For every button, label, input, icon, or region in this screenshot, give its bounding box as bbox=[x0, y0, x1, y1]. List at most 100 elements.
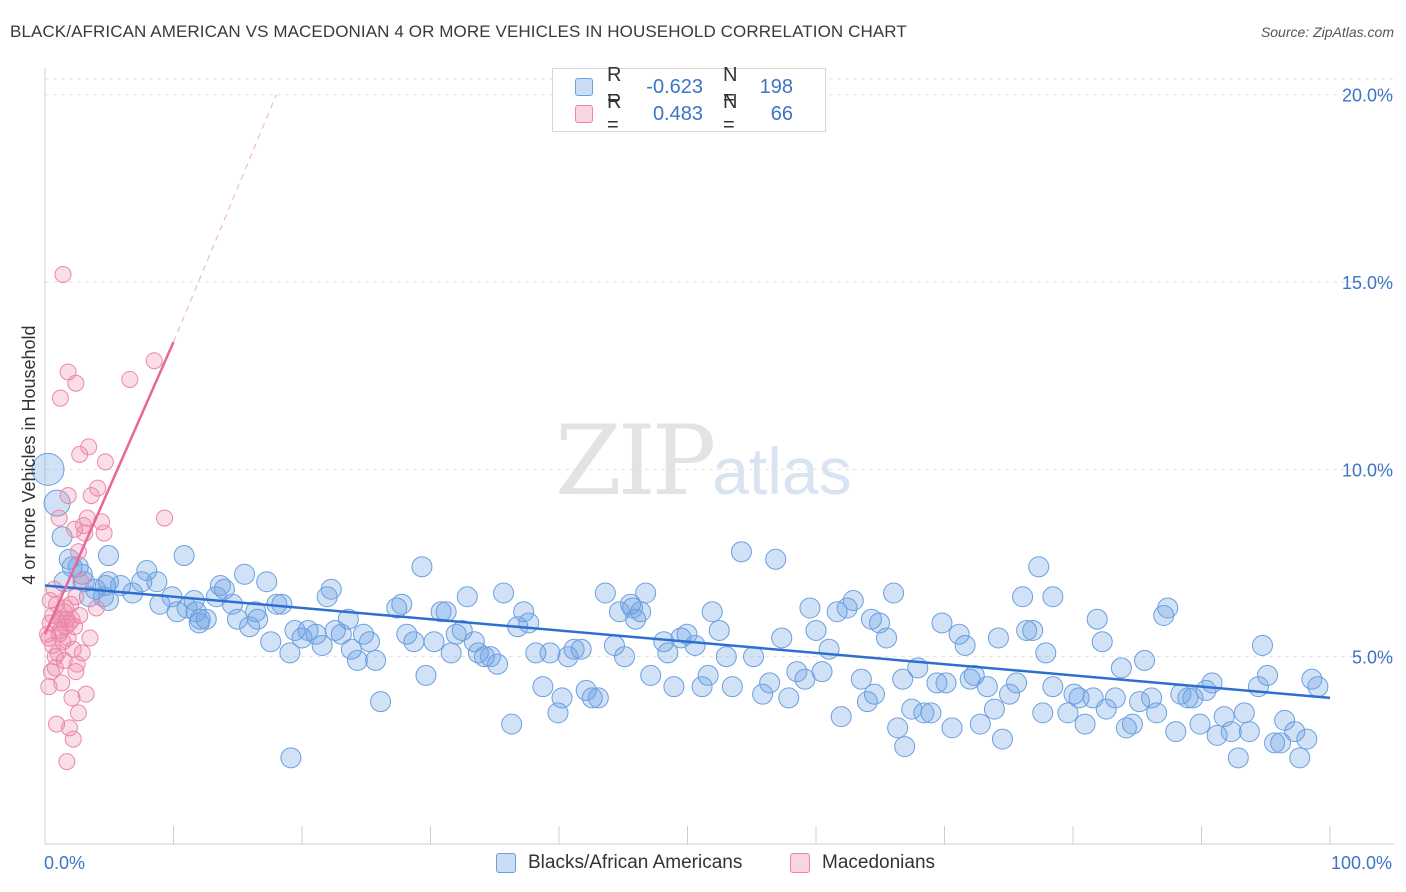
data-point-blacks bbox=[1104, 687, 1126, 709]
data-point-blacks bbox=[451, 619, 473, 641]
data-point-macedonians bbox=[95, 524, 113, 542]
bottom-legend-swatch-pink bbox=[790, 853, 810, 873]
data-point-blacks bbox=[346, 649, 368, 671]
data-point-blacks bbox=[991, 728, 1013, 750]
data-point-blacks bbox=[430, 601, 452, 623]
data-point-blacks bbox=[365, 649, 387, 671]
data-point-macedonians bbox=[48, 715, 66, 733]
data-point-blacks bbox=[594, 582, 616, 604]
data-point-blacks bbox=[1284, 721, 1306, 743]
data-point-blacks bbox=[456, 586, 478, 608]
data-point-blacks bbox=[954, 634, 976, 656]
data-point-blacks bbox=[1091, 631, 1113, 653]
data-point-blacks bbox=[721, 676, 743, 698]
legend-r-label: R = bbox=[607, 91, 622, 136]
legend-n-value: 66 bbox=[770, 102, 793, 125]
trend-line-blacks bbox=[44, 584, 1331, 700]
data-point-blacks bbox=[1220, 721, 1242, 743]
y-tick-label: 10.0% bbox=[1342, 460, 1393, 480]
series-macedonians-points bbox=[39, 266, 174, 771]
data-point-blacks bbox=[752, 683, 774, 705]
legend-r-value: -0.623 bbox=[646, 75, 703, 98]
data-point-blacks bbox=[487, 653, 509, 675]
data-point-blacks bbox=[676, 623, 698, 645]
data-point-blacks bbox=[1157, 597, 1179, 619]
data-point-blacks bbox=[614, 646, 636, 668]
data-point-macedonians bbox=[53, 674, 71, 692]
watermark: ZIPatlas bbox=[555, 405, 852, 517]
data-point-blacks bbox=[501, 713, 523, 735]
data-point-blacks bbox=[1057, 702, 1079, 724]
data-point-blacks bbox=[1042, 586, 1064, 608]
data-point-blacks bbox=[657, 642, 679, 664]
data-point-blacks bbox=[1032, 702, 1054, 724]
data-point-blacks bbox=[1165, 721, 1187, 743]
data-point-blacks bbox=[913, 702, 935, 724]
data-point-blacks bbox=[1270, 732, 1292, 754]
data-point-blacks bbox=[391, 593, 413, 615]
data-point-blacks bbox=[818, 638, 840, 660]
y-axis-label: 4 or more Vehicles in Household bbox=[19, 325, 39, 584]
source-label: Source: ZipAtlas.com bbox=[1260, 24, 1394, 40]
watermark-zip: ZIP bbox=[555, 405, 716, 517]
data-point-macedonians bbox=[96, 453, 114, 471]
data-point-blacks bbox=[830, 706, 852, 728]
series-blacks-points bbox=[31, 452, 1329, 769]
data-point-blacks bbox=[256, 571, 278, 593]
data-point-blacks bbox=[1201, 672, 1223, 694]
data-point-blacks bbox=[1086, 608, 1108, 630]
data-point-blacks bbox=[440, 642, 462, 664]
data-point-macedonians bbox=[51, 389, 69, 407]
data-point-blacks bbox=[1110, 657, 1132, 679]
data-point-blacks bbox=[260, 631, 282, 653]
data-point-blacks bbox=[173, 545, 195, 567]
data-point-blacks bbox=[976, 676, 998, 698]
bottom-legend-label-blacks: Blacks/African Americans bbox=[528, 852, 743, 873]
trend-line-macedonians bbox=[43, 341, 175, 635]
data-point-blacks bbox=[423, 631, 445, 653]
data-point-blacks bbox=[969, 713, 991, 735]
data-point-blacks bbox=[445, 623, 467, 645]
bottom-legend-blacks: Blacks/African Americans bbox=[496, 852, 742, 874]
data-point-macedonians bbox=[40, 629, 58, 647]
data-point-blacks bbox=[697, 664, 719, 686]
data-point-blacks bbox=[532, 676, 554, 698]
data-point-macedonians bbox=[59, 487, 77, 505]
data-point-macedonians bbox=[121, 370, 139, 388]
data-point-blacks bbox=[684, 634, 706, 656]
data-point-blacks bbox=[340, 638, 362, 660]
trend-line-macedonians-extension bbox=[172, 94, 277, 343]
data-point-macedonians bbox=[46, 648, 64, 666]
data-point-macedonians bbox=[66, 520, 84, 538]
data-point-blacks bbox=[1307, 676, 1329, 698]
data-point-blacks bbox=[1006, 672, 1028, 694]
data-point-blacks bbox=[1238, 721, 1260, 743]
y-tick-label: 20.0% bbox=[1342, 86, 1393, 106]
data-point-blacks bbox=[370, 691, 392, 713]
data-point-blacks bbox=[359, 631, 381, 653]
data-point-macedonians bbox=[77, 685, 95, 703]
data-point-blacks bbox=[97, 545, 119, 567]
data-point-macedonians bbox=[64, 730, 82, 748]
data-point-blacks bbox=[670, 627, 692, 649]
data-point-blacks bbox=[931, 612, 953, 634]
data-point-blacks bbox=[539, 642, 561, 664]
data-point-macedonians bbox=[156, 509, 174, 527]
legend-r-label: R = bbox=[607, 64, 622, 109]
data-point-blacks bbox=[563, 638, 585, 660]
data-point-blacks bbox=[635, 582, 657, 604]
bottom-legend-swatch-blue bbox=[496, 853, 516, 873]
data-point-blacks bbox=[1129, 691, 1151, 713]
data-point-blacks bbox=[920, 702, 942, 724]
data-point-macedonians bbox=[41, 591, 59, 609]
data-point-blacks bbox=[1074, 713, 1096, 735]
data-point-blacks bbox=[640, 664, 662, 686]
data-point-blacks bbox=[1189, 713, 1211, 735]
data-point-blacks bbox=[1016, 619, 1038, 641]
x-tick-label-max: 100.0% bbox=[1331, 853, 1392, 873]
data-point-blacks bbox=[587, 687, 609, 709]
data-point-blacks bbox=[188, 612, 210, 634]
data-point-blacks bbox=[234, 563, 256, 585]
data-point-blacks bbox=[1289, 747, 1311, 769]
